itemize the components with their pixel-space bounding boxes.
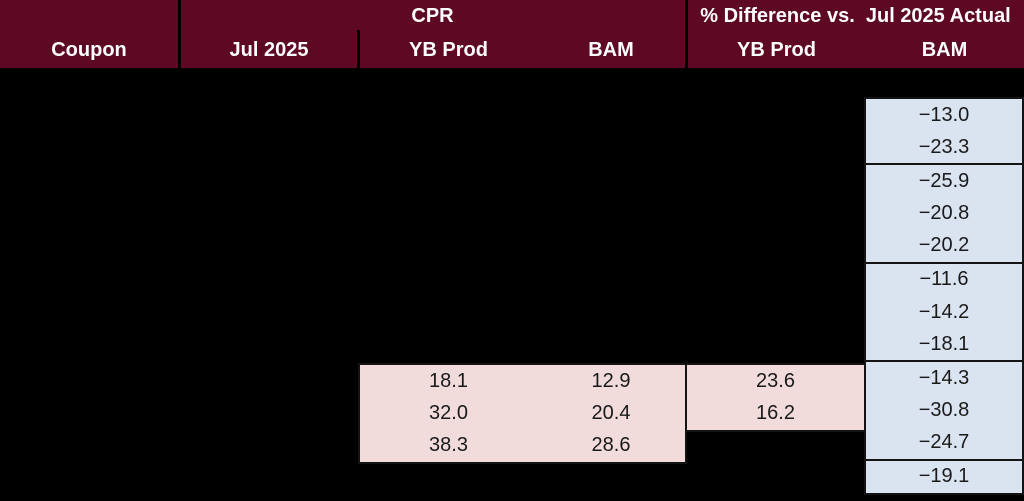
cpr-bam-cell: 20.4: [591, 401, 631, 424]
table-header: CPR % Difference vs. Jul 2025 Actual Cou…: [0, 0, 1024, 68]
header-divider-cpr-diff: [685, 0, 688, 68]
diff-bam-cell: −18.1: [918, 332, 970, 355]
cpr-model-values-block: 18.1 12.9 32.0 20.4 38.3 28.6: [358, 363, 687, 464]
diff-bam-cell: −11.6: [866, 261, 1022, 296]
column-header-cpr-yb-prod: YB Prod: [409, 38, 488, 61]
column-header-cpr-bam: BAM: [588, 38, 634, 61]
column-group-cpr: CPR: [411, 4, 454, 27]
diff-bam-cell: −20.8: [918, 202, 970, 225]
cpr-yb-prod-cell: 18.1: [429, 369, 468, 392]
diff-yb-prod-block: 23.6 16.2: [685, 363, 866, 432]
column-header-diff-yb-prod: YB Prod: [737, 38, 816, 61]
column-header-diff-bam: BAM: [921, 38, 968, 61]
cpr-bam-cell: 28.6: [591, 434, 631, 457]
diff-yb-prod-cell: 23.6: [756, 369, 795, 392]
cpr-bam-cell: 12.9: [591, 369, 631, 392]
column-header-jul-2025: Jul 2025: [229, 38, 309, 61]
diff-bam-cell: −30.8: [918, 399, 970, 422]
diff-bam-cell: −24.7: [918, 431, 970, 454]
diff-bam-cell: −13.0: [918, 103, 970, 126]
column-group-diff-vs-jul-2025-actual: % Difference vs. Jul 2025 Actual: [700, 4, 1011, 27]
diff-bam-cell: −23.3: [918, 135, 970, 158]
diff-bam-cell: −14.2: [918, 300, 970, 323]
column-header-coupon: Coupon: [51, 38, 127, 61]
diff-bam-cell: −19.1: [866, 458, 1022, 493]
diff-bam-column: −13.0 −23.3 −25.9 −20.8 −20.2 −11.6 −14.…: [864, 97, 1024, 495]
header-divider-jul2025-ybprod: [357, 30, 360, 68]
header-divider-coupon-jul2025: [178, 0, 181, 68]
cpr-yb-prod-cell: 38.3: [429, 434, 468, 457]
diff-bam-cell: −20.2: [918, 234, 970, 257]
diff-yb-prod-cell: 16.2: [756, 402, 795, 425]
diff-bam-cell: −25.9: [866, 163, 1022, 197]
diff-bam-cell: −14.3: [866, 360, 1022, 394]
cpr-yb-prod-cell: 32.0: [429, 401, 468, 424]
